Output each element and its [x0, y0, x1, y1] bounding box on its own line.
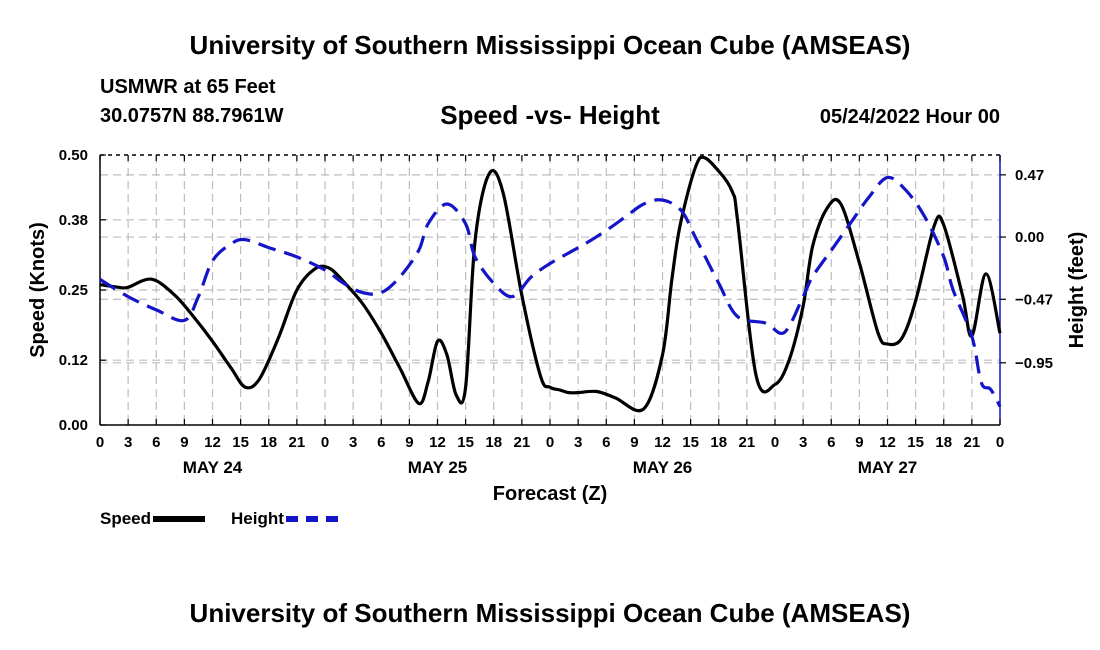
y-tick-label-left: 0.50: [59, 147, 88, 164]
x-tick-label: 15: [907, 434, 924, 451]
y-tick-label-right: −0.47: [1015, 291, 1053, 308]
x-day-label: MAY 25: [408, 458, 468, 477]
x-tick-label: 0: [321, 434, 329, 451]
x-tick-label: 9: [405, 434, 413, 451]
x-tick-label: 6: [377, 434, 385, 451]
x-axis-title: Forecast (Z): [493, 483, 607, 505]
x-day-label: MAY 24: [183, 458, 243, 477]
x-tick-label: 12: [429, 434, 446, 451]
x-tick-label: 12: [879, 434, 896, 451]
x-tick-label: 3: [124, 434, 132, 451]
x-tick-label: 18: [935, 434, 952, 451]
y-tick-label-right: 0.00: [1015, 229, 1044, 246]
x-tick-label: 6: [827, 434, 835, 451]
y-axis-title-left: Speed (Knots): [27, 222, 49, 358]
x-tick-label: 18: [260, 434, 277, 451]
chart-subtitle: Speed -vs- Height: [440, 100, 660, 130]
footer-title: University of Southern Mississippi Ocean…: [189, 598, 911, 628]
x-tick-label: 21: [964, 434, 981, 451]
x-tick-label: 0: [996, 434, 1004, 451]
x-tick-label: 15: [232, 434, 249, 451]
y-tick-label-left: 0.12: [59, 352, 88, 369]
x-tick-label: 21: [289, 434, 306, 451]
y-tick-label-right: 0.47: [1015, 167, 1044, 184]
x-tick-label: 3: [799, 434, 807, 451]
x-tick-label: 3: [574, 434, 582, 451]
x-tick-label: 18: [485, 434, 502, 451]
height-series-line: [99, 175, 1002, 408]
legend-height: Height: [231, 509, 338, 529]
x-tick-label: 12: [654, 434, 671, 451]
x-tick-label: 6: [152, 434, 160, 451]
x-tick-label: 21: [514, 434, 531, 451]
x-tick-label: 6: [602, 434, 610, 451]
x-tick-label: 21: [739, 434, 756, 451]
legend-height-swatch: [285, 516, 338, 522]
x-tick-label: 9: [630, 434, 638, 451]
x-day-label: MAY 27: [858, 458, 918, 477]
x-tick-label: 9: [855, 434, 863, 451]
x-day-label: MAY 26: [633, 458, 693, 477]
x-tick-label: 18: [710, 434, 727, 451]
x-tick-label: 0: [771, 434, 779, 451]
station-label: USMWR at 65 Feet: [100, 76, 276, 98]
legend-speed: Speed: [100, 509, 206, 529]
station-coordinates: 30.0757N 88.7961W: [100, 105, 284, 127]
speed-series-line: [99, 155, 1002, 413]
legend-height-label: Height: [231, 509, 284, 528]
y-tick-label-right: −0.95: [1015, 355, 1053, 372]
legend-speed-swatch: [153, 516, 206, 522]
run-date-time: 05/24/2022 Hour 00: [819, 106, 1000, 128]
x-tick-label: 12: [204, 434, 221, 451]
y-tick-label-left: 0.38: [59, 212, 88, 229]
y-tick-label-left: 0.00: [59, 417, 88, 434]
x-tick-label: 15: [457, 434, 474, 451]
x-tick-label: 0: [96, 434, 104, 451]
legend-speed-label: Speed: [100, 509, 152, 528]
chart-main-title: University of Southern Mississippi Ocean…: [189, 30, 911, 60]
y-axis-title-right: Height (feet): [1066, 232, 1088, 349]
x-tick-label: 0: [546, 434, 554, 451]
x-tick-label: 3: [349, 434, 357, 451]
x-tick-label: 15: [682, 434, 699, 451]
x-tick-label: 9: [180, 434, 188, 451]
y-tick-label-left: 0.25: [59, 282, 88, 299]
